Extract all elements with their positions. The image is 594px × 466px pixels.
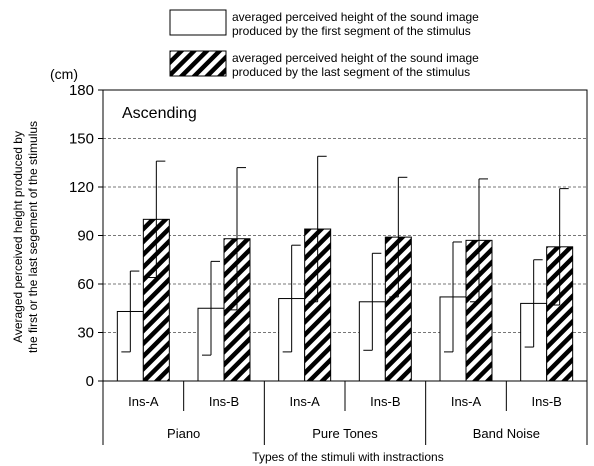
y-tick-label: 60 xyxy=(77,276,94,293)
x-tick-label: Ins-A xyxy=(289,394,320,409)
error-bar xyxy=(363,252,382,351)
error-bar xyxy=(202,260,220,356)
error-bar xyxy=(228,167,246,311)
error-bar xyxy=(550,188,569,306)
x-tick-label: Ins-B xyxy=(531,394,561,409)
gridlines xyxy=(103,138,587,333)
y-axis-title-line2: the first or the last segement of the st… xyxy=(26,121,40,353)
error-bar xyxy=(282,244,301,353)
error-bar xyxy=(444,241,462,353)
x-tick-label: Ins-B xyxy=(209,394,239,409)
group-label: Piano xyxy=(167,426,200,441)
x-tick-label: Ins-A xyxy=(128,394,159,409)
y-tick-label: 150 xyxy=(69,131,94,148)
error-bar xyxy=(121,270,140,353)
error-bar xyxy=(524,259,543,348)
group-label: Band Noise xyxy=(473,426,540,441)
y-tick-label: 30 xyxy=(77,325,94,342)
x-axis: Ins-A Ins-B Ins-A Ins-B Ins-A Ins-B Piano Pure … xyxy=(102,381,588,445)
y-tick-label: 180 xyxy=(69,82,94,99)
legend-swatch-last xyxy=(169,50,227,77)
x-tick-label: Ins-B xyxy=(370,394,400,409)
error-bar xyxy=(470,178,488,303)
y-axis-title-line1: Averaged perceived height produced by xyxy=(11,131,25,343)
legend-label-last-line2: produced by the last segment of the stim… xyxy=(232,65,470,79)
error-bars xyxy=(121,155,569,356)
y-tick-label: 0 xyxy=(86,373,94,390)
legend-label-first-line2: produced by the first segment of the sti… xyxy=(232,24,471,38)
y-axis-title: Averaged perceived height produced by th… xyxy=(11,121,40,353)
y-unit-label: (cm) xyxy=(50,66,78,82)
bars xyxy=(116,218,574,382)
legend-label-first-line1: averaged perceived height of the sound i… xyxy=(232,10,479,24)
legend-label-last-line1: averaged perceived height of the sound i… xyxy=(232,51,479,65)
error-bar xyxy=(389,176,408,298)
legend-swatch-first xyxy=(169,9,227,36)
legend: averaged perceived height of the sound i… xyxy=(169,9,479,79)
y-tick-label: 120 xyxy=(69,179,94,196)
y-axis-ticks: 0 30 60 90 120 150 180 xyxy=(69,82,103,390)
error-bar xyxy=(308,155,327,303)
y-tick-label: 90 xyxy=(77,228,94,245)
x-tick-label: Ins-A xyxy=(451,394,482,409)
group-label: Pure Tones xyxy=(312,426,378,441)
error-bar xyxy=(147,160,166,279)
x-axis-title: Types of the stimuli with instractions xyxy=(252,450,443,464)
chart-title: Ascending xyxy=(122,105,197,122)
